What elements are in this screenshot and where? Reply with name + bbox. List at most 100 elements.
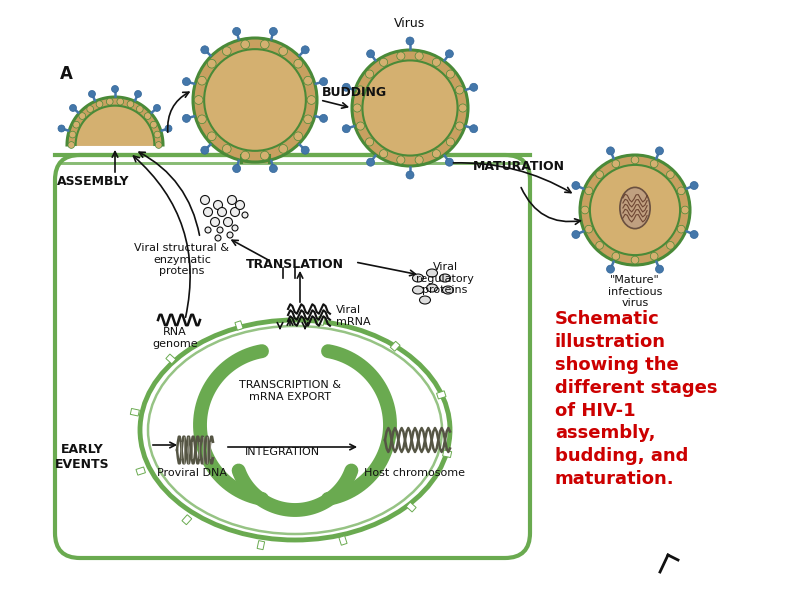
Text: TRANSCRIPTION &
mRNA EXPORT: TRANSCRIPTION & mRNA EXPORT [239,380,341,401]
Circle shape [690,230,698,238]
Circle shape [678,187,685,194]
Circle shape [458,104,467,112]
Bar [166,354,176,364]
Circle shape [222,145,231,153]
Text: RNA
genome: RNA genome [152,327,198,349]
Circle shape [302,46,310,54]
Text: Viral structural &
enzymatic
proteins: Viral structural & enzymatic proteins [134,243,230,276]
Ellipse shape [426,284,438,292]
Text: Viral
regulatory
proteins: Viral regulatory proteins [416,262,474,295]
Circle shape [155,142,162,148]
Circle shape [307,95,316,104]
Bar [136,467,146,475]
Circle shape [154,104,161,112]
Circle shape [134,91,142,97]
Circle shape [111,85,118,92]
Circle shape [415,156,423,164]
Circle shape [455,86,464,94]
Circle shape [182,115,190,122]
Circle shape [302,146,310,154]
Circle shape [606,147,614,155]
Circle shape [230,208,239,217]
Polygon shape [67,97,163,145]
Circle shape [201,146,209,154]
Circle shape [210,217,219,226]
Circle shape [690,182,698,190]
Circle shape [58,125,65,132]
Ellipse shape [413,286,423,294]
Circle shape [366,138,374,146]
Circle shape [261,40,269,49]
Text: INTEGRATION: INTEGRATION [245,447,319,457]
Text: Host chromosome: Host chromosome [365,468,466,478]
Ellipse shape [413,274,423,282]
Circle shape [406,171,414,179]
Circle shape [596,242,603,249]
Circle shape [304,115,312,124]
Circle shape [218,208,226,217]
Text: TRANSLATION: TRANSLATION [246,258,344,271]
Bar [390,341,400,351]
Circle shape [137,106,143,112]
Circle shape [279,47,287,55]
Circle shape [198,115,206,124]
Circle shape [352,50,468,166]
Circle shape [79,113,86,119]
Circle shape [681,206,689,214]
Bar [318,316,325,325]
Ellipse shape [442,286,454,294]
Circle shape [585,187,593,194]
Circle shape [154,131,161,138]
Circle shape [580,155,690,265]
Circle shape [581,206,589,214]
Circle shape [270,28,278,35]
Bar [130,409,139,416]
Circle shape [241,40,250,49]
Circle shape [70,104,77,112]
Circle shape [612,253,620,260]
Circle shape [446,50,454,58]
Text: EARLY
EVENTS: EARLY EVENTS [54,443,110,471]
Circle shape [194,95,203,104]
Circle shape [585,226,593,233]
Circle shape [650,160,658,167]
Circle shape [366,70,374,78]
Circle shape [203,208,213,217]
Bar [235,321,243,330]
Circle shape [205,227,211,233]
Circle shape [572,182,580,190]
Circle shape [214,200,222,209]
Circle shape [233,28,241,35]
Circle shape [366,50,374,58]
Circle shape [356,86,365,94]
Circle shape [631,156,639,164]
Circle shape [233,164,241,173]
Text: "Mature"
infectious
virus: "Mature" infectious virus [608,275,662,308]
Circle shape [319,77,327,86]
Polygon shape [241,155,269,162]
Circle shape [666,171,674,178]
Circle shape [362,61,458,155]
Circle shape [227,196,237,205]
Circle shape [127,101,134,107]
Text: A: A [60,65,73,83]
Circle shape [241,151,250,160]
Circle shape [446,158,454,166]
Circle shape [353,104,362,112]
Circle shape [655,147,663,155]
Polygon shape [76,106,154,145]
Circle shape [294,132,302,140]
Circle shape [666,242,674,249]
Circle shape [117,98,124,105]
Circle shape [232,225,238,231]
Text: Proviral DNA: Proviral DNA [157,468,227,478]
Circle shape [150,121,157,128]
Circle shape [198,76,206,85]
Bar [437,391,446,399]
Circle shape [165,125,172,132]
Text: BUDDING: BUDDING [322,85,387,98]
Bar [442,450,452,458]
Circle shape [650,253,658,260]
Ellipse shape [419,296,430,304]
Circle shape [356,122,365,130]
